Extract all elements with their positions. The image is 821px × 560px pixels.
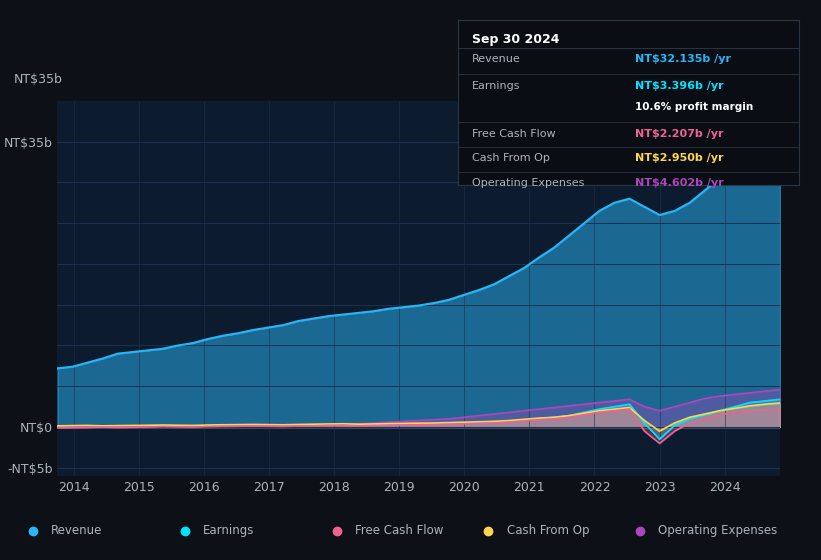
Text: Revenue: Revenue	[472, 54, 521, 64]
Text: NT$35b: NT$35b	[14, 73, 63, 86]
Text: Operating Expenses: Operating Expenses	[472, 178, 584, 188]
Text: Free Cash Flow: Free Cash Flow	[355, 524, 443, 538]
Text: Earnings: Earnings	[472, 81, 521, 91]
Text: Revenue: Revenue	[51, 524, 103, 538]
Text: Operating Expenses: Operating Expenses	[658, 524, 777, 538]
Text: NT$4.602b /yr: NT$4.602b /yr	[635, 178, 724, 188]
Text: Cash From Op: Cash From Op	[472, 153, 549, 164]
Text: NT$2.207b /yr: NT$2.207b /yr	[635, 129, 724, 139]
Text: Sep 30 2024: Sep 30 2024	[472, 33, 559, 46]
Text: Cash From Op: Cash From Op	[507, 524, 589, 538]
Text: Free Cash Flow: Free Cash Flow	[472, 129, 555, 139]
Text: Earnings: Earnings	[203, 524, 255, 538]
Text: 10.6% profit margin: 10.6% profit margin	[635, 102, 754, 112]
Text: NT$32.135b /yr: NT$32.135b /yr	[635, 54, 732, 64]
Text: NT$2.950b /yr: NT$2.950b /yr	[635, 153, 724, 164]
Text: NT$3.396b /yr: NT$3.396b /yr	[635, 81, 724, 91]
